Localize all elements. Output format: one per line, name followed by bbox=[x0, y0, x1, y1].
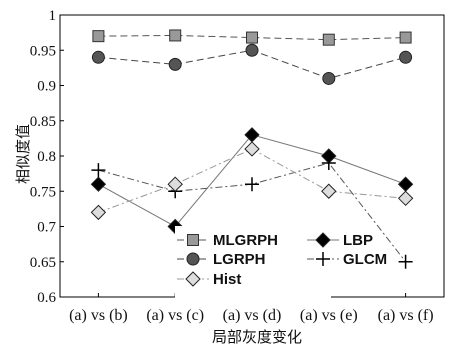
x-axis-title: 局部灰度变化 bbox=[212, 328, 302, 346]
legend-item-hist: Hist bbox=[177, 271, 241, 288]
legend-label-hist: Hist bbox=[213, 271, 241, 288]
x-axis: (a) vs (b) (a) vs (c) (a) vs (d) (a) vs (e)… bbox=[69, 293, 434, 324]
x-tick-label: (a) vs (c) bbox=[146, 307, 204, 324]
series-mlgrph bbox=[92, 29, 412, 46]
data-point-glcm bbox=[91, 163, 106, 178]
data-point-glcm bbox=[321, 156, 336, 171]
data-point-glcm bbox=[245, 177, 259, 192]
series-glcm bbox=[91, 156, 413, 269]
data-point-mlgrph bbox=[399, 31, 412, 44]
data-point-mlgrph bbox=[322, 33, 335, 46]
x-tick-label: (a) vs (f) bbox=[378, 307, 434, 324]
legend-item-mlgrph: MLGRPH bbox=[177, 232, 278, 249]
x-tick-label: (a) vs (b) bbox=[69, 307, 128, 324]
series-lbp bbox=[90, 127, 414, 235]
data-point-hist bbox=[90, 204, 107, 221]
series-hist bbox=[90, 141, 414, 221]
legend-marker-lbp bbox=[315, 232, 331, 248]
y-axis: 0.6 0.65 0.7 0.75 0.8 0.85 0.9 0.95 1 bbox=[30, 8, 64, 306]
series-lgrph bbox=[91, 43, 413, 85]
data-point-lgrph bbox=[168, 57, 182, 71]
data-point-mlgrph bbox=[246, 31, 258, 44]
legend-background bbox=[175, 226, 331, 298]
data-point-lbp bbox=[90, 176, 107, 192]
data-point-hist bbox=[321, 183, 337, 199]
series-line-mlgrph bbox=[98, 34, 406, 41]
legend-label-mlgrph: MLGRPH bbox=[213, 232, 278, 249]
legend-marker-hist bbox=[185, 271, 201, 287]
y-tick-label: 0.9 bbox=[37, 79, 56, 95]
y-axis-title: 相似度值 bbox=[14, 124, 32, 184]
y-tick-label: 0.6 bbox=[37, 290, 56, 306]
data-point-lgrph bbox=[322, 71, 336, 85]
x-tick-label: (a) vs (d) bbox=[223, 307, 282, 324]
data-point-hist bbox=[167, 176, 183, 192]
data-point-lgrph bbox=[91, 50, 105, 64]
legend-label-glcm: GLCM bbox=[343, 251, 387, 268]
data-point-mlgrph bbox=[92, 30, 105, 43]
y-tick-label: 1 bbox=[49, 8, 57, 24]
legend-item-glcm: GLCM bbox=[307, 251, 387, 268]
y-tick-label: 0.75 bbox=[30, 184, 56, 200]
data-point-hist bbox=[244, 141, 260, 157]
legend-item-lgrph: LGRPH bbox=[177, 251, 266, 268]
data-point-lgrph bbox=[245, 43, 259, 57]
y-tick-label: 0.8 bbox=[37, 149, 56, 165]
y-tick-label: 0.7 bbox=[37, 220, 56, 236]
y-tick-label: 0.65 bbox=[30, 255, 56, 271]
x-tick-label: (a) vs (e) bbox=[300, 307, 358, 324]
series-layer bbox=[90, 29, 414, 269]
data-point-lgrph bbox=[399, 50, 413, 64]
legend-label-lbp: LBP bbox=[343, 232, 373, 249]
legend: MLGRPH LBP LGRPH GLCM Hist bbox=[175, 226, 387, 298]
data-point-mlgrph bbox=[169, 29, 182, 42]
legend-label-lgrph: LGRPH bbox=[213, 251, 266, 268]
y-tick-label: 0.95 bbox=[30, 43, 56, 59]
legend-marker-mlgrph bbox=[187, 234, 199, 246]
legend-item-lbp: LBP bbox=[307, 232, 373, 249]
y-tick-label: 0.85 bbox=[30, 114, 56, 130]
data-point-hist bbox=[397, 190, 414, 207]
legend-marker-lgrph bbox=[186, 252, 200, 266]
data-point-glcm bbox=[398, 254, 413, 269]
legend-marker-glcm bbox=[316, 252, 330, 266]
